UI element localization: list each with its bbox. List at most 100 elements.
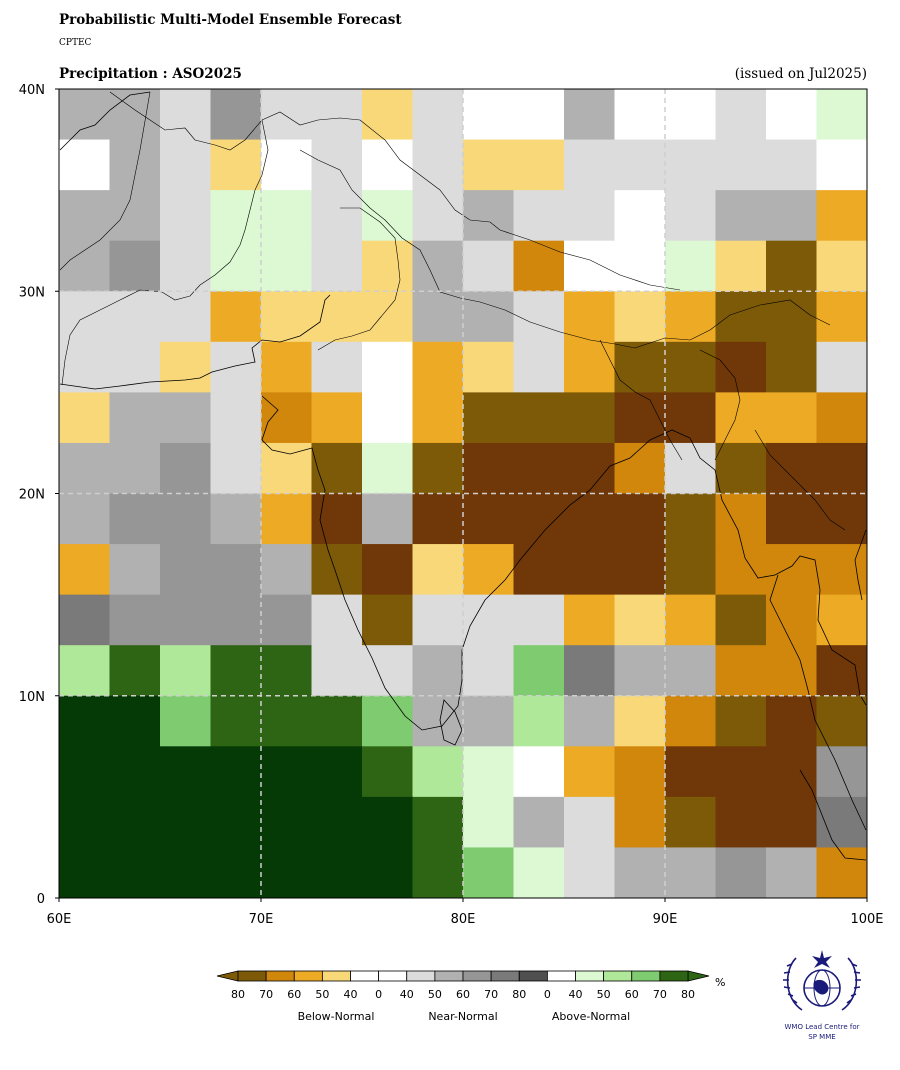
forecast-cell xyxy=(463,240,514,292)
forecast-cell xyxy=(160,442,211,494)
x-axis-ticks: 60E 70E 80E 90E 100E xyxy=(47,898,884,927)
colorbar-segment xyxy=(265,970,295,982)
forecast-cell xyxy=(109,847,161,899)
forecast-cell xyxy=(816,341,868,393)
forecast-cell xyxy=(564,544,615,596)
forecast-cell xyxy=(362,139,413,191)
forecast-cell xyxy=(210,442,262,494)
colorbar-segment xyxy=(350,970,380,982)
forecast-cell xyxy=(109,544,161,596)
forecast-cell xyxy=(766,341,817,393)
y-tick-label: 10N xyxy=(19,690,45,705)
forecast-cell xyxy=(614,291,666,343)
forecast-cell xyxy=(109,493,161,545)
forecast-cell xyxy=(513,341,565,393)
forecast-cell xyxy=(816,89,868,141)
colorbar-tick-label: 50 xyxy=(315,988,329,1001)
issued-date-label: (issued on Jul2025) xyxy=(734,66,867,82)
forecast-cell xyxy=(160,291,211,343)
forecast-cell xyxy=(311,139,363,191)
forecast-cell xyxy=(362,796,413,848)
forecast-cell xyxy=(261,645,312,697)
forecast-cell xyxy=(816,493,868,545)
colorbar-tick-label: 80 xyxy=(231,988,245,1001)
forecast-cell xyxy=(362,746,413,798)
forecast-cell xyxy=(463,796,514,848)
forecast-cell xyxy=(210,392,262,444)
colorbar-segment xyxy=(518,970,548,982)
forecast-cell xyxy=(564,89,615,141)
forecast-cell xyxy=(766,796,817,848)
colorbar-segment xyxy=(631,970,661,982)
forecast-cell xyxy=(160,594,211,646)
forecast-cell xyxy=(210,796,262,848)
colorbar-tick-label: 40 xyxy=(400,988,414,1001)
forecast-cell xyxy=(412,240,464,292)
forecast-cell xyxy=(59,442,110,494)
forecast-cell xyxy=(59,190,110,242)
forecast-cell xyxy=(311,645,363,697)
forecast-cell xyxy=(311,190,363,242)
colorbar-segment xyxy=(462,970,492,982)
forecast-cell xyxy=(59,695,110,747)
forecast-cell xyxy=(210,695,262,747)
forecast-cell xyxy=(210,544,262,596)
forecast-cell xyxy=(463,341,514,393)
forecast-cell xyxy=(160,544,211,596)
chart-title: Probabilistic Multi-Model Ensemble Forec… xyxy=(59,12,402,28)
forecast-cell xyxy=(816,847,868,899)
forecast-cell xyxy=(362,544,413,596)
forecast-cell xyxy=(261,240,312,292)
forecast-cell xyxy=(160,746,211,798)
forecast-cell xyxy=(513,594,565,646)
forecast-cell xyxy=(766,695,817,747)
forecast-cell xyxy=(766,645,817,697)
forecast-cell xyxy=(614,442,666,494)
forecast-cell xyxy=(59,291,110,343)
forecast-cell xyxy=(59,594,110,646)
forecast-cell xyxy=(766,190,817,242)
forecast-cell xyxy=(160,139,211,191)
forecast-cell xyxy=(614,796,666,848)
forecast-cell xyxy=(362,341,413,393)
forecast-cell xyxy=(261,392,312,444)
agency-label: CPTEC xyxy=(59,38,92,48)
forecast-cell xyxy=(665,240,716,292)
forecast-cell xyxy=(362,493,413,545)
forecast-cell xyxy=(715,139,767,191)
forecast-cell xyxy=(59,796,110,848)
forecast-cell xyxy=(412,746,464,798)
forecast-cell xyxy=(816,190,868,242)
forecast-cell xyxy=(160,796,211,848)
forecast-cell xyxy=(59,341,110,393)
forecast-cell xyxy=(463,89,514,141)
forecast-cell xyxy=(766,89,817,141)
forecast-cell xyxy=(665,695,716,747)
colorbar-segment xyxy=(546,970,576,982)
forecast-cell xyxy=(816,240,868,292)
forecast-cell xyxy=(261,544,312,596)
forecast-cell xyxy=(715,594,767,646)
forecast-cell xyxy=(715,291,767,343)
forecast-cell xyxy=(715,544,767,596)
forecast-cell xyxy=(109,594,161,646)
forecast-cell xyxy=(261,493,312,545)
forecast-cell xyxy=(564,240,615,292)
forecast-cell xyxy=(210,645,262,697)
forecast-cell xyxy=(513,240,565,292)
forecast-cell xyxy=(665,392,716,444)
colorbar-segment xyxy=(293,970,323,982)
forecast-cell xyxy=(665,544,716,596)
colorbar-tick-label: 70 xyxy=(484,988,498,1001)
forecast-cell xyxy=(311,442,363,494)
forecast-cell xyxy=(311,796,363,848)
forecast-cell xyxy=(412,695,464,747)
forecast-cell xyxy=(513,544,565,596)
forecast-cell xyxy=(816,442,868,494)
forecast-cell xyxy=(513,645,565,697)
forecast-cell xyxy=(412,442,464,494)
colorbar-segment xyxy=(406,970,436,982)
forecast-cell xyxy=(766,847,817,899)
forecast-cell xyxy=(412,594,464,646)
colorbar-group-label: Below-Normal xyxy=(298,1010,375,1023)
